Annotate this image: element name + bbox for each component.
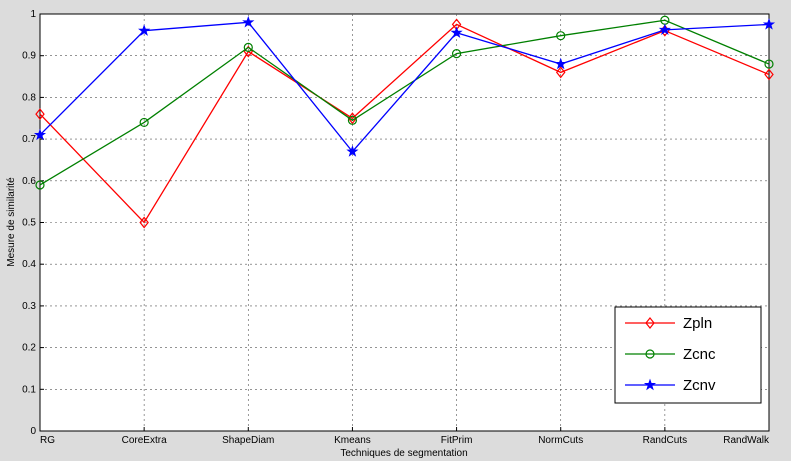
circle-marker — [35, 180, 45, 190]
legend-label: Zcnv — [683, 377, 716, 394]
x-axis-label: Techniques de segmentation — [340, 448, 467, 459]
legend-entry-zpln: Zpln — [625, 315, 712, 332]
x-tick-label: ShapeDiam — [222, 435, 274, 446]
y-tick-label: 0.6 — [22, 176, 36, 187]
diamond-marker — [555, 66, 566, 79]
legend-entry-zcnv: Zcnv — [625, 377, 716, 394]
x-tick-label: RG — [40, 435, 55, 446]
legend-entry-zcnc: Zcnc — [625, 346, 716, 363]
circle-marker — [645, 349, 655, 359]
star-marker — [346, 145, 359, 157]
diamond-marker — [139, 216, 149, 229]
circle-marker — [764, 59, 774, 69]
y-tick-label: 1 — [30, 9, 36, 20]
series-zcnv — [33, 15, 776, 157]
diamond-marker — [764, 68, 774, 81]
star-marker — [643, 378, 657, 391]
star-marker — [554, 57, 567, 70]
x-tick-label: NormCuts — [538, 435, 583, 446]
series-zcnc — [35, 15, 774, 190]
star-marker — [450, 26, 463, 38]
x-tick-label: FitPrim — [441, 435, 473, 446]
y-tick-label: 0.9 — [22, 51, 36, 62]
series-group — [33, 15, 776, 229]
star-marker — [658, 23, 671, 36]
x-tick-label: RandWalk — [723, 435, 770, 446]
legend-label: Zcnc — [683, 346, 716, 363]
circle-marker — [451, 49, 462, 59]
y-tick-label: 0 — [30, 426, 36, 437]
y-axis-ticks: 0 0.1 0.2 0.3 0.4 0.5 0.6 0.7 0.8 0.9 1 — [22, 9, 44, 437]
legend-label: Zpln — [683, 315, 712, 332]
series-line — [39, 19, 770, 186]
star-marker — [138, 24, 151, 36]
x-tick-label: CoreExtra — [122, 435, 167, 446]
y-axis-label: Mesure de similarité — [6, 177, 17, 267]
star-marker — [33, 128, 47, 141]
x-axis-ticks: RG CoreExtra ShapeDiam Kmeans FitPrim NormCut… — [39, 427, 770, 446]
circle-marker — [556, 31, 566, 41]
grid — [40, 14, 769, 431]
diamond-marker — [645, 317, 655, 329]
star-marker — [762, 18, 776, 30]
x-tick-label: RandCuts — [643, 435, 687, 446]
circle-marker — [347, 115, 358, 125]
y-tick-label: 0.8 — [22, 92, 36, 103]
y-tick-label: 0.1 — [22, 384, 36, 395]
series-line — [39, 21, 770, 153]
y-tick-label: 0.2 — [22, 343, 36, 354]
y-tick-label: 0.5 — [22, 218, 36, 229]
series-line — [39, 23, 770, 224]
circle-marker — [139, 117, 149, 128]
x-tick-label: Kmeans — [334, 435, 371, 446]
y-tick-label: 0.4 — [22, 259, 36, 270]
diamond-marker — [347, 112, 358, 125]
y-tick-label: 0.3 — [22, 301, 36, 312]
diamond-marker — [35, 108, 45, 121]
y-tick-label: 0.7 — [22, 134, 36, 145]
circle-marker — [243, 42, 253, 52]
star-marker — [242, 15, 255, 28]
legend: Zpln Zcnc Zcnv — [614, 306, 762, 404]
